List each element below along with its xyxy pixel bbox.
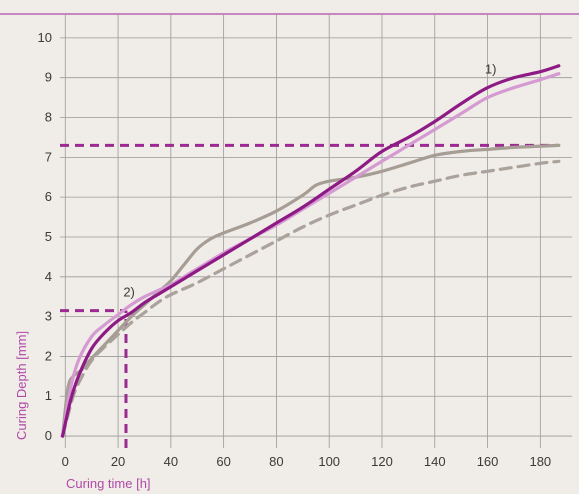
x-tick-label: 60 [216, 454, 230, 469]
x-tick-label: 160 [477, 454, 499, 469]
reference-lines [60, 143, 559, 448]
y-tick-label: 7 [45, 149, 52, 164]
annotations: 1) 2) [123, 62, 496, 300]
series-lines [61, 64, 561, 438]
tick-labels: 0 20 40 60 80 100 120 140 160 180 0 1 2 3 4 5 6 7 8 9 10 [38, 30, 552, 469]
y-tick-label: 5 [45, 229, 52, 244]
x-tick-label: 0 [62, 454, 69, 469]
series-line [61, 143, 561, 438]
series-line [61, 72, 561, 438]
y-tick-label: 6 [45, 189, 52, 204]
x-tick-label: 180 [529, 454, 551, 469]
grid [60, 14, 572, 448]
x-tick-label: 140 [424, 454, 446, 469]
y-tick-label: 10 [38, 30, 52, 45]
y-tick-label: 3 [45, 309, 52, 324]
x-tick-label: 80 [269, 454, 283, 469]
y-tick-label: 0 [45, 428, 52, 443]
y-tick-label: 9 [45, 70, 52, 85]
y-axis-title: Curing Depth [mm] [14, 331, 29, 440]
annotation-label: 1) [485, 62, 497, 77]
series-line [61, 64, 561, 438]
y-tick-label: 2 [45, 348, 52, 363]
x-tick-label: 120 [371, 454, 393, 469]
x-tick-label: 100 [318, 454, 340, 469]
y-tick-label: 1 [45, 388, 52, 403]
annotation-label: 2) [123, 285, 135, 300]
x-axis-title: Curing time [h] [66, 476, 151, 491]
y-tick-label: 4 [45, 269, 52, 284]
x-tick-label: 20 [111, 454, 125, 469]
x-tick-label: 40 [164, 454, 178, 469]
y-tick-label: 8 [45, 110, 52, 125]
